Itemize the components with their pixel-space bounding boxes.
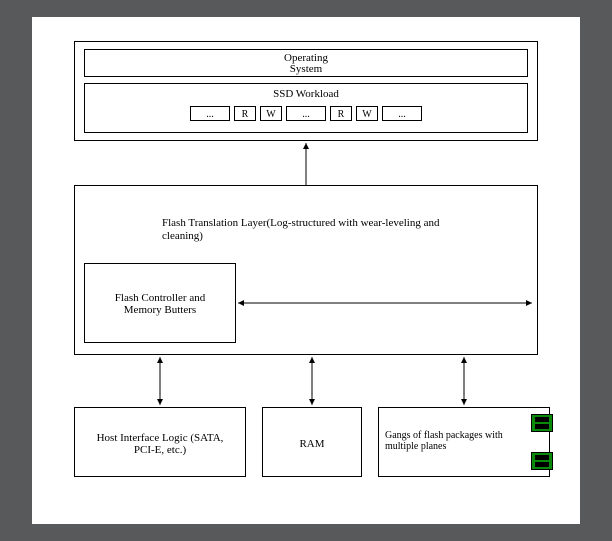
ram-label: RAM <box>263 438 361 450</box>
controller-box: Flash Controller and Memory Butters <box>84 263 236 343</box>
host-l1: Host Interface Logic (SATA, <box>97 432 224 444</box>
diagram-canvas: Operating System SSD Workload ...RW...RW… <box>32 17 580 524</box>
flash-chip-icon <box>531 452 553 470</box>
workload-item-ellipsis: ... <box>382 106 422 121</box>
workload-item-ellipsis: ... <box>286 106 326 121</box>
host-l2: PCI-E, etc.) <box>134 444 186 456</box>
ram-box: RAM <box>262 407 362 477</box>
workload-item-write: W <box>260 106 282 121</box>
host-box: Host Interface Logic (SATA, PCI-E, etc.) <box>74 407 246 477</box>
workload-item-read: R <box>234 106 256 121</box>
workload-items-row: ...RW...RW... <box>85 106 527 121</box>
os-box: Operating System <box>84 49 528 77</box>
ftl-label: Flash Translation Layer(Log-structured w… <box>162 217 462 243</box>
flash-label: Gangs of flash packages with multiple pl… <box>385 430 515 452</box>
workload-title: SSD Workload <box>85 88 527 100</box>
flash-chip-icon <box>531 414 553 432</box>
controller-l1: Flash Controller and <box>115 292 205 304</box>
workload-item-ellipsis: ... <box>190 106 230 121</box>
workload-item-write: W <box>356 106 378 121</box>
flash-box: Gangs of flash packages with multiple pl… <box>378 407 550 477</box>
workload-box: SSD Workload ...RW...RW... <box>84 83 528 133</box>
os-label-l2: System <box>290 63 322 75</box>
workload-item-read: R <box>330 106 352 121</box>
controller-l2: Memory Butters <box>124 304 196 316</box>
